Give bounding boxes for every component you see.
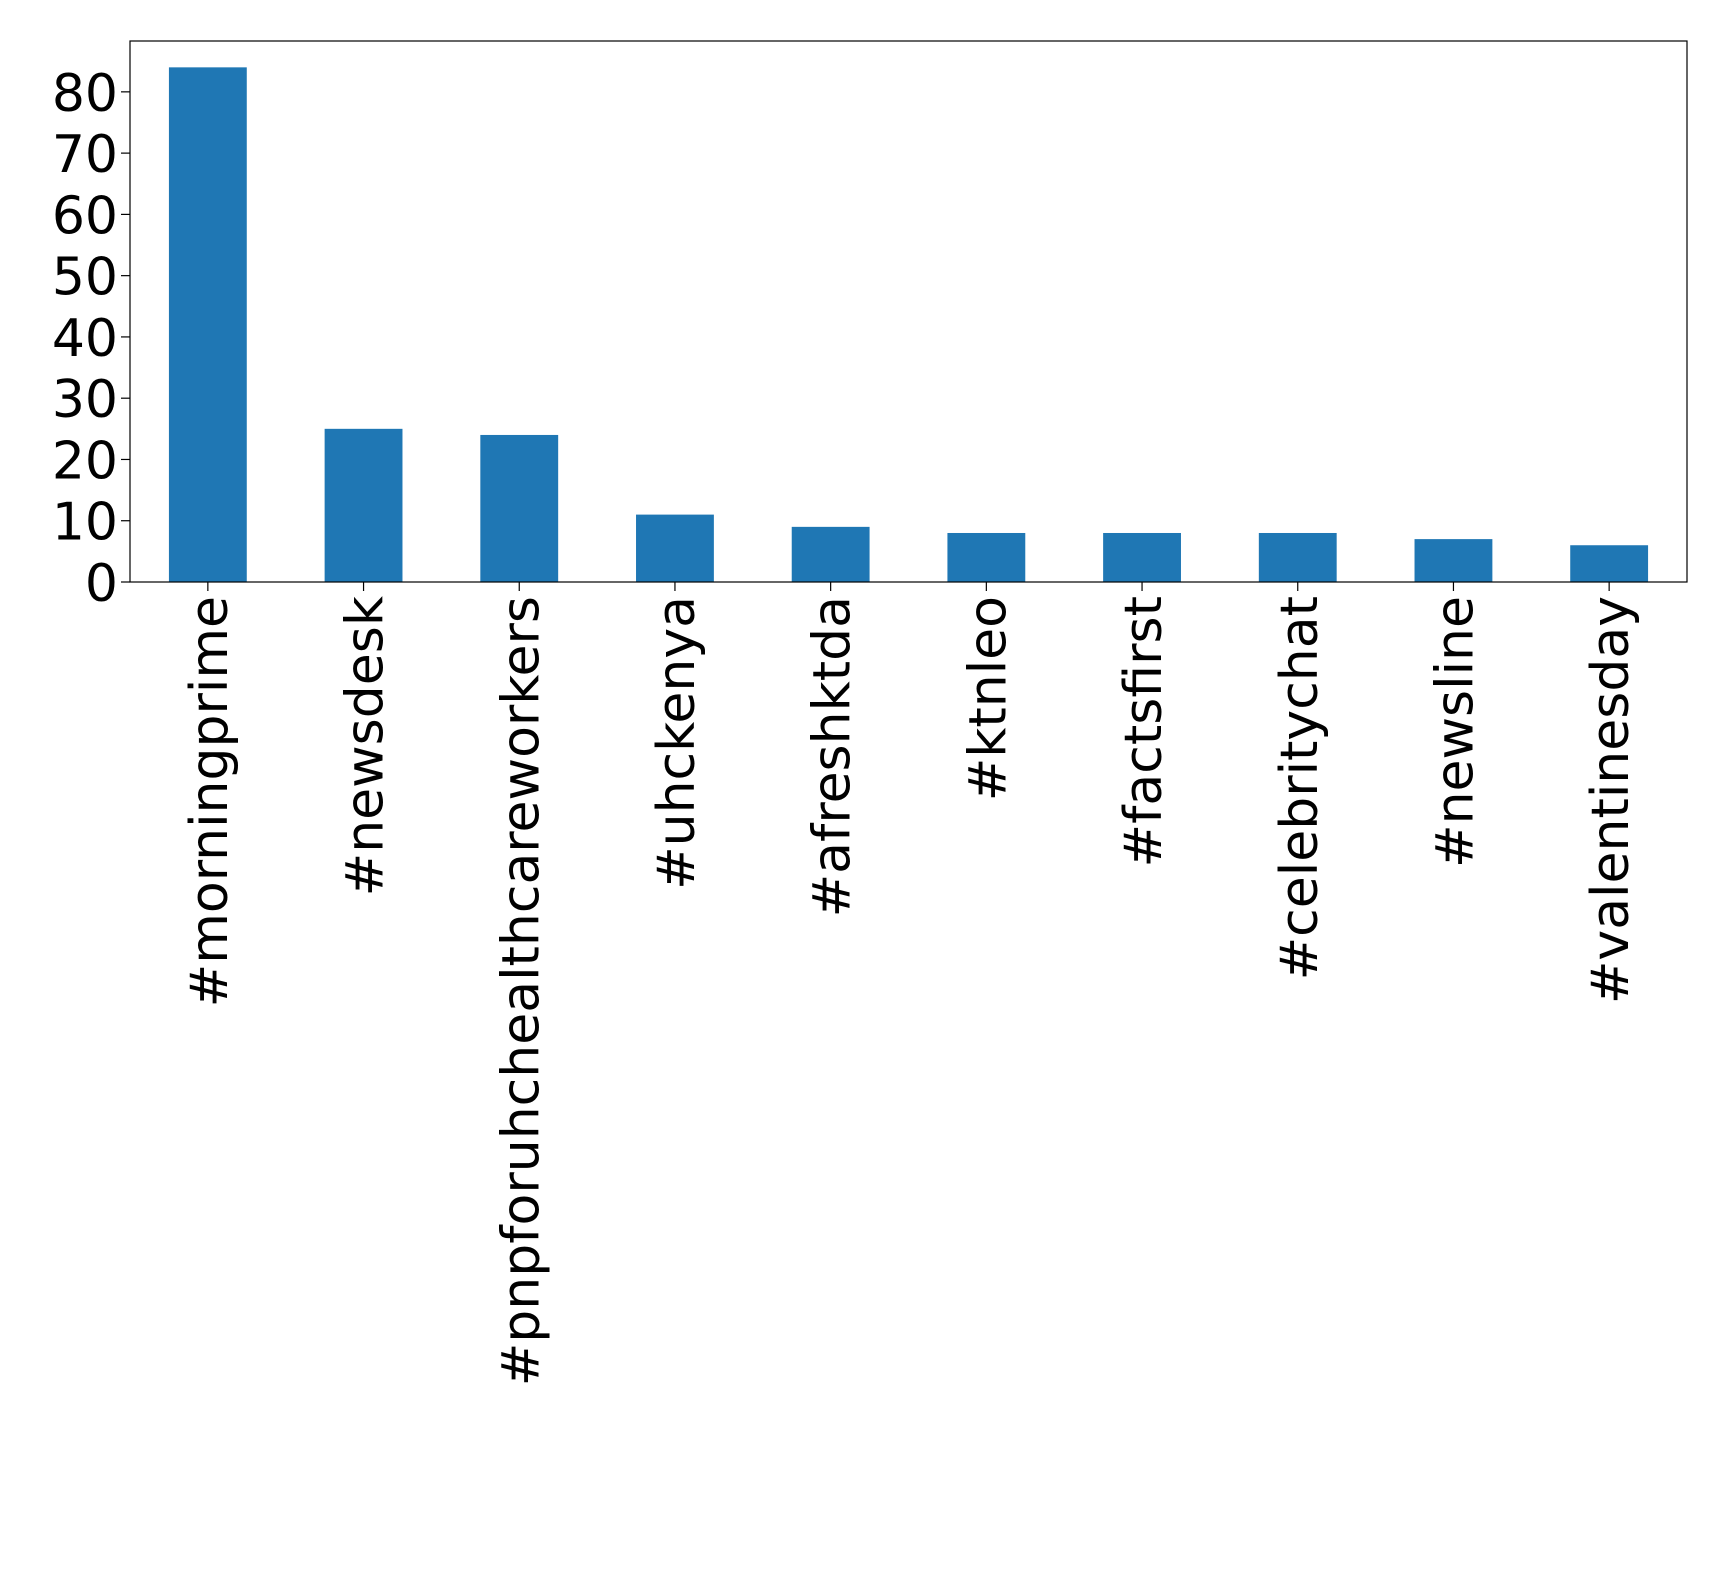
- bar: [1258, 532, 1337, 582]
- x-tick-label: #factsfirst: [1114, 596, 1174, 867]
- bar: [636, 514, 714, 582]
- x-tick-label: #celebritychat: [1270, 596, 1330, 980]
- y-tick-label: 70: [52, 125, 118, 185]
- bar: [168, 67, 247, 583]
- y-tick-label: 80: [52, 64, 118, 124]
- x-tick-label: #afreshktda: [803, 596, 863, 917]
- x-tick-label: #morningprime: [180, 596, 240, 1007]
- x-tick-label: #uhckenya: [647, 596, 707, 890]
- bar: [324, 428, 403, 582]
- bar: [1414, 539, 1493, 582]
- y-tick-label: 30: [52, 370, 118, 430]
- bar: [791, 526, 870, 582]
- y-tick-label: 50: [52, 248, 118, 308]
- y-tick-label: 0: [85, 554, 118, 614]
- plot-frame: [129, 40, 1688, 583]
- y-tick-label: 40: [52, 309, 118, 369]
- y-tick-label: 60: [52, 186, 118, 246]
- y-tick-label: 20: [52, 431, 118, 491]
- bar: [947, 532, 1026, 582]
- x-tick-label: #newsdesk: [336, 596, 396, 896]
- bar: [480, 434, 559, 582]
- x-tick-label: #newsline: [1425, 596, 1485, 868]
- x-tick-label: #ktnleo: [958, 596, 1018, 801]
- x-tick-label: #valentinesday: [1581, 596, 1641, 1004]
- bar: [1570, 545, 1649, 582]
- bar: [1103, 532, 1181, 582]
- y-tick-label: 10: [52, 493, 118, 553]
- x-tick-label: #pnpforuhchealthcareworkers: [491, 596, 551, 1386]
